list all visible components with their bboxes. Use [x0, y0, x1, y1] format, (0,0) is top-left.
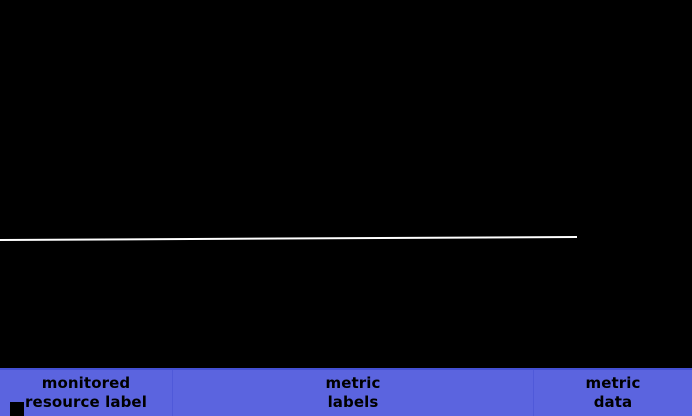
- legend-label-line-1: monitored: [41, 373, 131, 392]
- legend-label-line-1: metric: [325, 373, 381, 392]
- legend-label-line-2: data: [593, 393, 633, 411]
- horizontal-rule: [0, 227, 578, 241]
- legend-label-line-2: resource label: [25, 393, 147, 411]
- corner-notch: [10, 402, 24, 416]
- legend-column-metric-labels[interactable]: metric labels: [172, 370, 533, 416]
- legend-column-monitored-resource-label[interactable]: monitored resource label: [0, 370, 172, 416]
- legend-bar: monitored resource label metric labels m…: [0, 368, 692, 416]
- legend-column-metric-data[interactable]: metric data: [533, 370, 692, 416]
- legend-label-line-1: metric: [585, 373, 641, 392]
- legend-label-line-2: labels: [327, 393, 379, 411]
